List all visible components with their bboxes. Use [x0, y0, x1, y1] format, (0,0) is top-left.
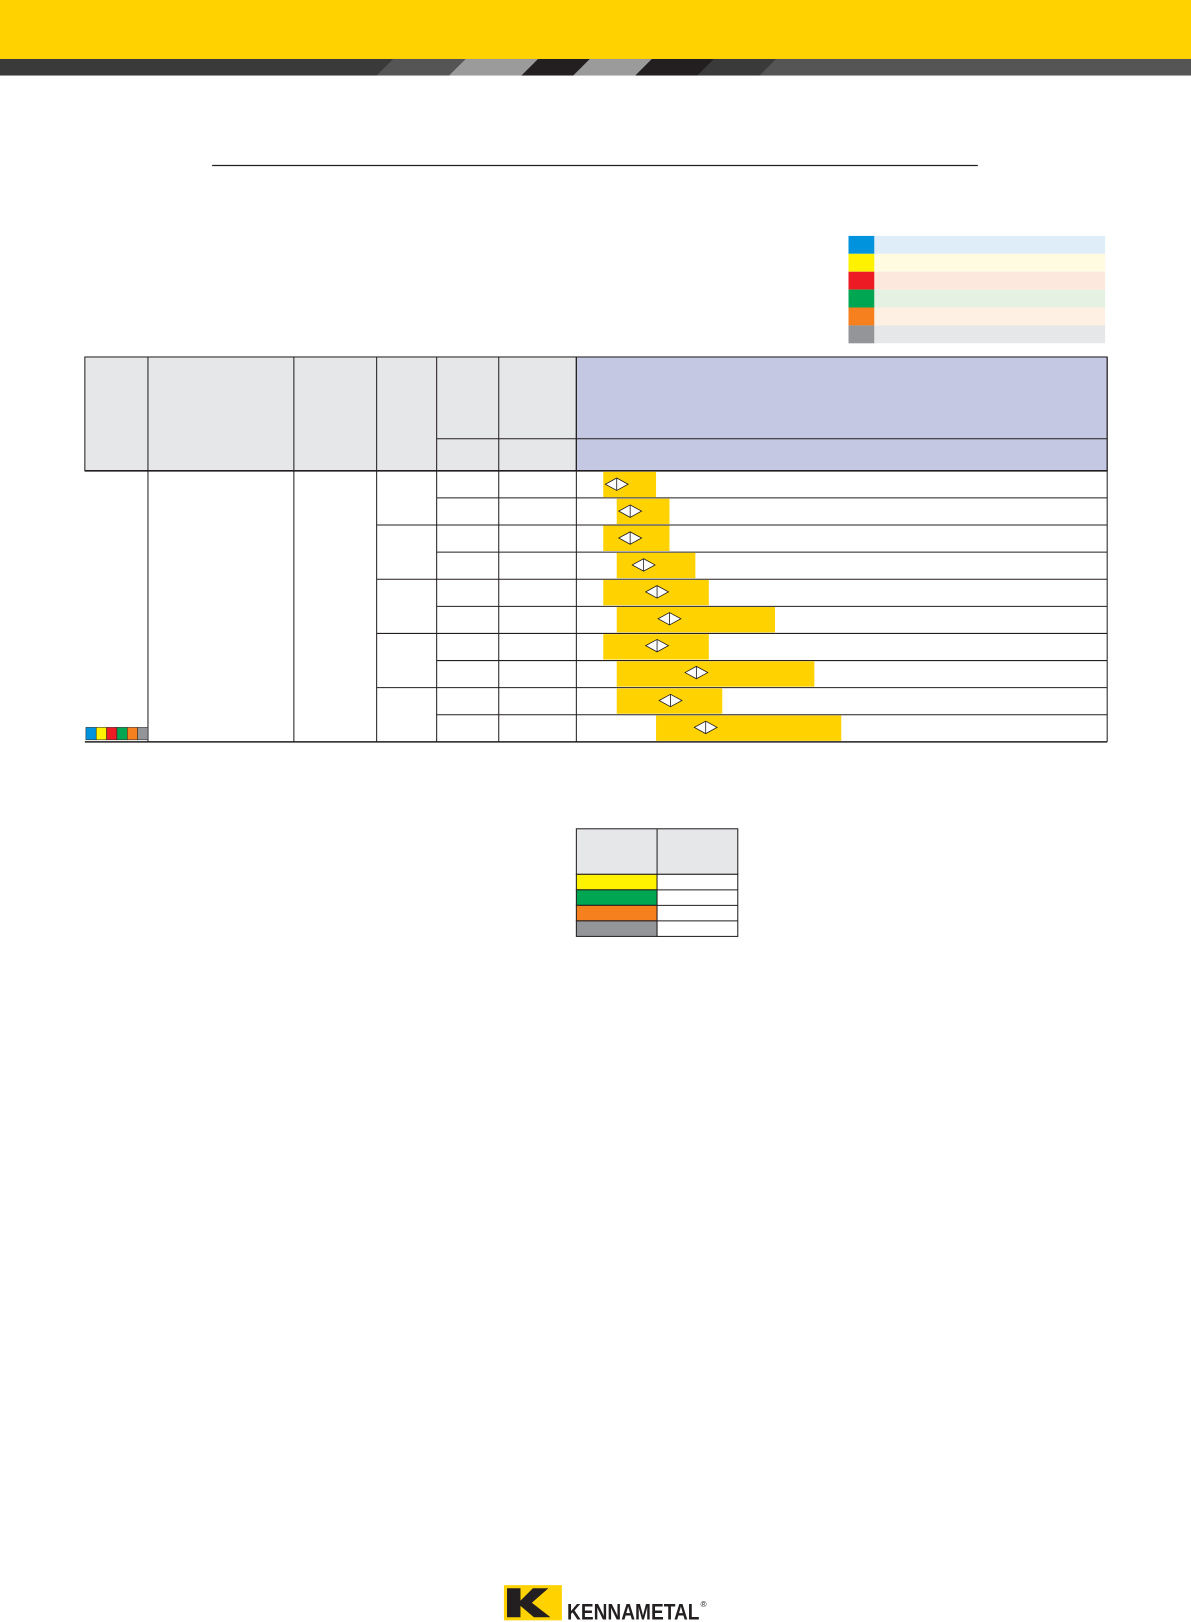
row-lines: [376, 497, 1108, 716]
logo: KENNAMETAL ®: [503, 1585, 707, 1622]
grade-table: [575, 828, 739, 937]
material-swatches: [85, 727, 149, 741]
material-legend: [848, 235, 1106, 344]
main-table: [84, 356, 1108, 743]
header-band: [0, 0, 1191, 76]
registered-mark: ®: [701, 1600, 707, 1609]
optimum-markers: [604, 477, 718, 735]
logo-text: KENNAMETAL: [567, 1599, 699, 1622]
